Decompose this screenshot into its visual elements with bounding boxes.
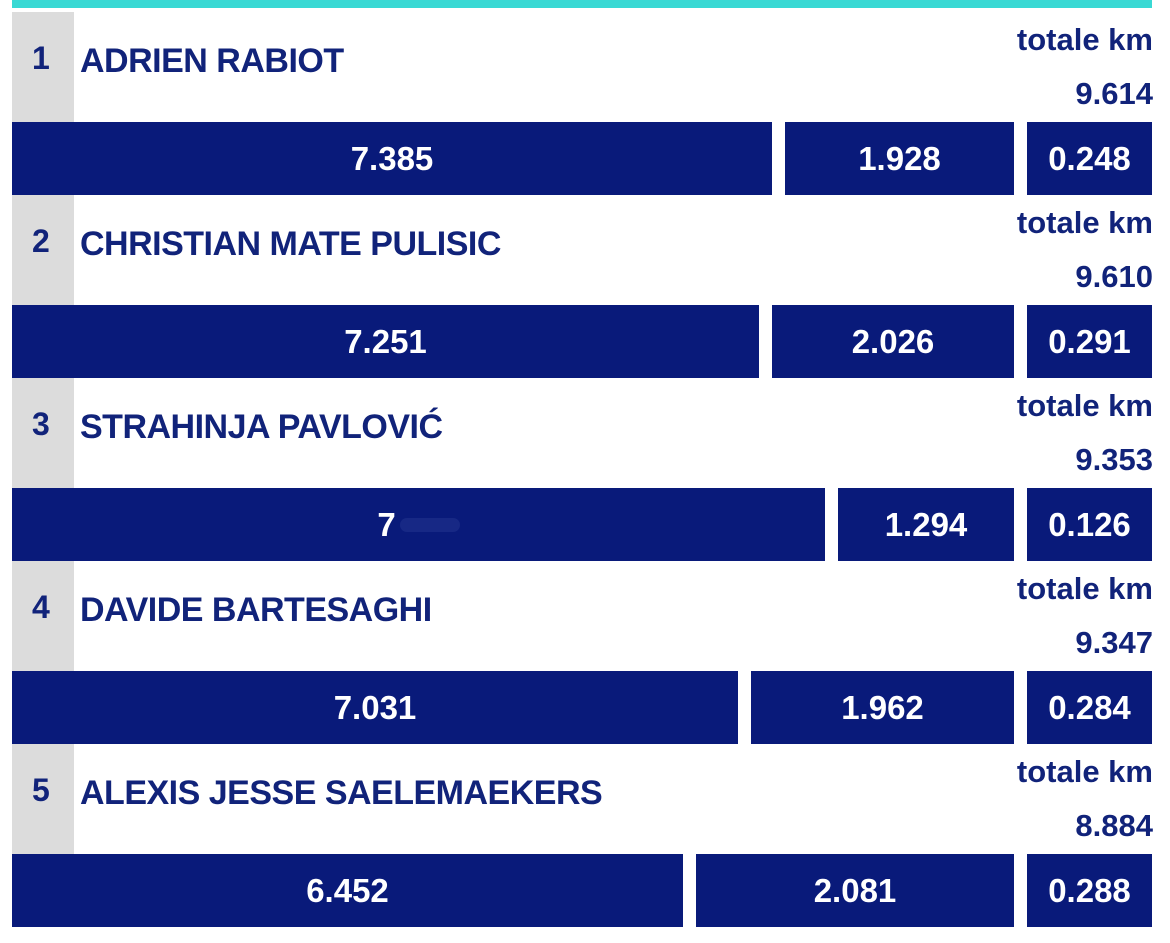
rank-number: 1: [32, 40, 50, 76]
player-name: STRAHINJA PAVLOVIĆ: [80, 408, 443, 446]
rank-cell: [12, 12, 74, 122]
bar-value-label: 0.291: [1048, 322, 1131, 360]
distance-bar-segment-2: 2.026: [772, 305, 1014, 378]
distance-bars: 7.385 1.928 0.248: [0, 122, 1170, 195]
distance-bar-segment-2: 1.928: [785, 122, 1014, 195]
player-row: 4 DAVIDE BARTESAGHI totale km 9.347 7.031 1.9…: [0, 561, 1170, 744]
bar-value-label: 1.928: [858, 139, 941, 177]
player-row: 3 STRAHINJA PAVLOVIĆ totale km 9.353 7 1.294 0…: [0, 378, 1170, 561]
total-km-label: totale km: [1016, 22, 1153, 57]
player-name: ADRIEN RABIOT: [80, 42, 344, 80]
rank-number: 5: [32, 772, 50, 808]
distance-bar-segment-3: 0.248: [1027, 122, 1152, 195]
player-row: 2 CHRISTIAN MATE PULISIC totale km 9.610 7.2…: [0, 195, 1170, 378]
total-km-label: totale km: [1016, 205, 1153, 240]
distance-bars: 7.251 2.026 0.291: [0, 305, 1170, 378]
total-km-value: 9.614: [1075, 76, 1153, 111]
smudged-digits: [399, 517, 460, 532]
bar-value-label: 7: [377, 505, 396, 543]
distance-bar-segment-2: 1.962: [751, 671, 1014, 744]
distance-bar-segment-1: 7.031: [12, 671, 738, 744]
total-km-label: totale km: [1016, 754, 1153, 789]
distance-bar-segment-3: 0.288: [1027, 854, 1152, 927]
distance-bars: 7 1.294 0.126: [0, 488, 1170, 561]
bar-value-label: 7.031: [333, 688, 417, 726]
bar-value-label: 7.251: [344, 322, 427, 360]
rank-number: 2: [32, 223, 50, 259]
total-km-value: 8.884: [1075, 808, 1153, 843]
distance-bar-segment-1: 7.385: [12, 122, 772, 195]
bar-value-label: 0.284: [1048, 688, 1131, 726]
distance-bar-segment-1: 7.251: [12, 305, 759, 378]
distance-bar-segment-1: 7: [12, 488, 825, 561]
bar-value-label: 6.452: [306, 871, 389, 909]
bar-value-label: 1.962: [841, 688, 924, 726]
rank-number: 4: [32, 589, 50, 625]
total-km-label: totale km: [1016, 388, 1153, 423]
rank-cell: [12, 195, 74, 305]
player-name: CHRISTIAN MATE PULISIC: [80, 225, 501, 263]
distance-bar-segment-3: 0.291: [1027, 305, 1152, 378]
rank-cell: [12, 744, 74, 854]
distance-bar-segment-3: 0.284: [1027, 671, 1152, 744]
total-km-value: 9.347: [1075, 625, 1153, 660]
bar-value-label: 0.288: [1048, 871, 1131, 909]
distance-bar-segment-2: 1.294: [838, 488, 1014, 561]
player-row: 5 ALEXIS JESSE SAELEMAEKERS totale km 8.884…: [0, 744, 1170, 927]
bar-value-label: 2.081: [813, 871, 897, 909]
rank-cell: [12, 378, 74, 488]
distance-bars: 7.031 1.962 0.284: [0, 671, 1170, 744]
distance-bar-segment-1: 6.452: [12, 854, 683, 927]
top-accent-bar: [12, 0, 1152, 8]
total-km-value: 9.353: [1075, 442, 1153, 477]
total-km-label: totale km: [1016, 571, 1153, 606]
bar-value-label: 0.248: [1048, 139, 1131, 177]
rank-number: 3: [32, 406, 50, 442]
bar-value-label: 2.026: [851, 322, 935, 360]
bar-value-label: 0.126: [1048, 505, 1131, 543]
distance-bar-segment-2: 2.081: [696, 854, 1014, 927]
player-row: 1 ADRIEN RABIOT totale km 9.614 7.385 1.928 0.…: [0, 12, 1170, 195]
distance-bar-segment-3: 0.126: [1027, 488, 1152, 561]
player-name: DAVIDE BARTESAGHI: [80, 591, 432, 629]
player-name: ALEXIS JESSE SAELEMAEKERS: [80, 774, 603, 812]
bar-value-label: 1.294: [884, 505, 968, 543]
total-km-value: 9.610: [1075, 259, 1153, 294]
rank-cell: [12, 561, 74, 671]
bar-value-label: 7.385: [350, 139, 434, 177]
distance-bars: 6.452 2.081 0.288: [0, 854, 1170, 927]
